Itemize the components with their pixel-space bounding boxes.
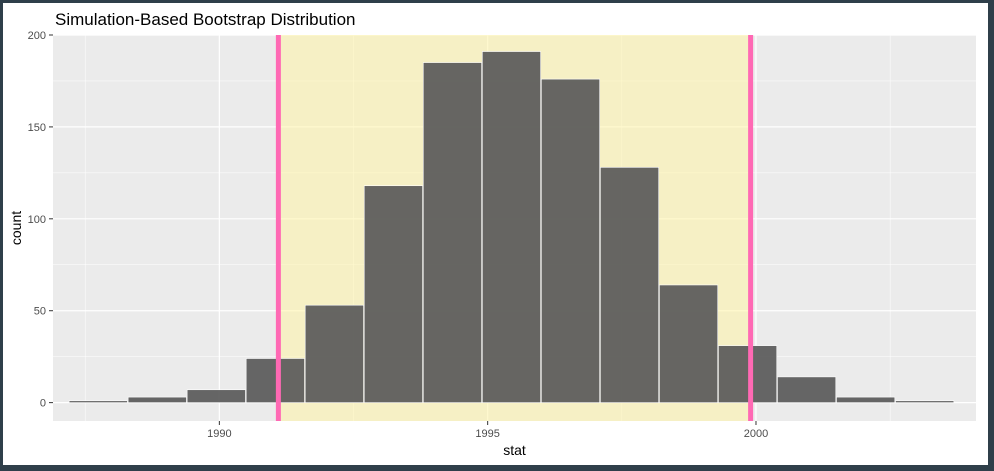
histogram-bar [718, 345, 778, 403]
histogram-bar [659, 284, 719, 403]
histogram-bar [245, 358, 305, 403]
y-axis-title: count [8, 211, 24, 245]
chart-title: Simulation-Based Bootstrap Distribution [55, 10, 356, 29]
histogram-bar [600, 167, 659, 403]
chart-frame: Simulation-Based Bootstrap Distribution … [3, 3, 988, 465]
histogram-bar [127, 396, 187, 403]
histogram-bar [836, 396, 896, 403]
x-tick-label: 1995 [475, 428, 499, 440]
histogram-bar [777, 376, 837, 403]
histogram-bar [68, 400, 128, 403]
y-tick-label: 100 [28, 214, 46, 226]
histogram-bar [363, 185, 423, 403]
y-tick-label: 150 [28, 122, 46, 134]
y-tick-label: 200 [28, 30, 46, 42]
histogram-bar [422, 62, 482, 403]
histogram-bar [186, 389, 246, 403]
histogram-chart: 0 50 100 150 200 1990 1995 2000 stat count [8, 30, 976, 458]
histogram-bar [895, 400, 955, 403]
histogram-bar [541, 78, 600, 403]
y-tick-label: 50 [34, 306, 46, 318]
histogram-bar [304, 304, 364, 403]
y-tick-label: 0 [40, 398, 46, 410]
histogram-bar [482, 51, 541, 403]
x-tick-label: 2000 [744, 428, 768, 440]
x-axis-title: stat [503, 442, 526, 458]
x-tick-label: 1990 [207, 428, 231, 440]
